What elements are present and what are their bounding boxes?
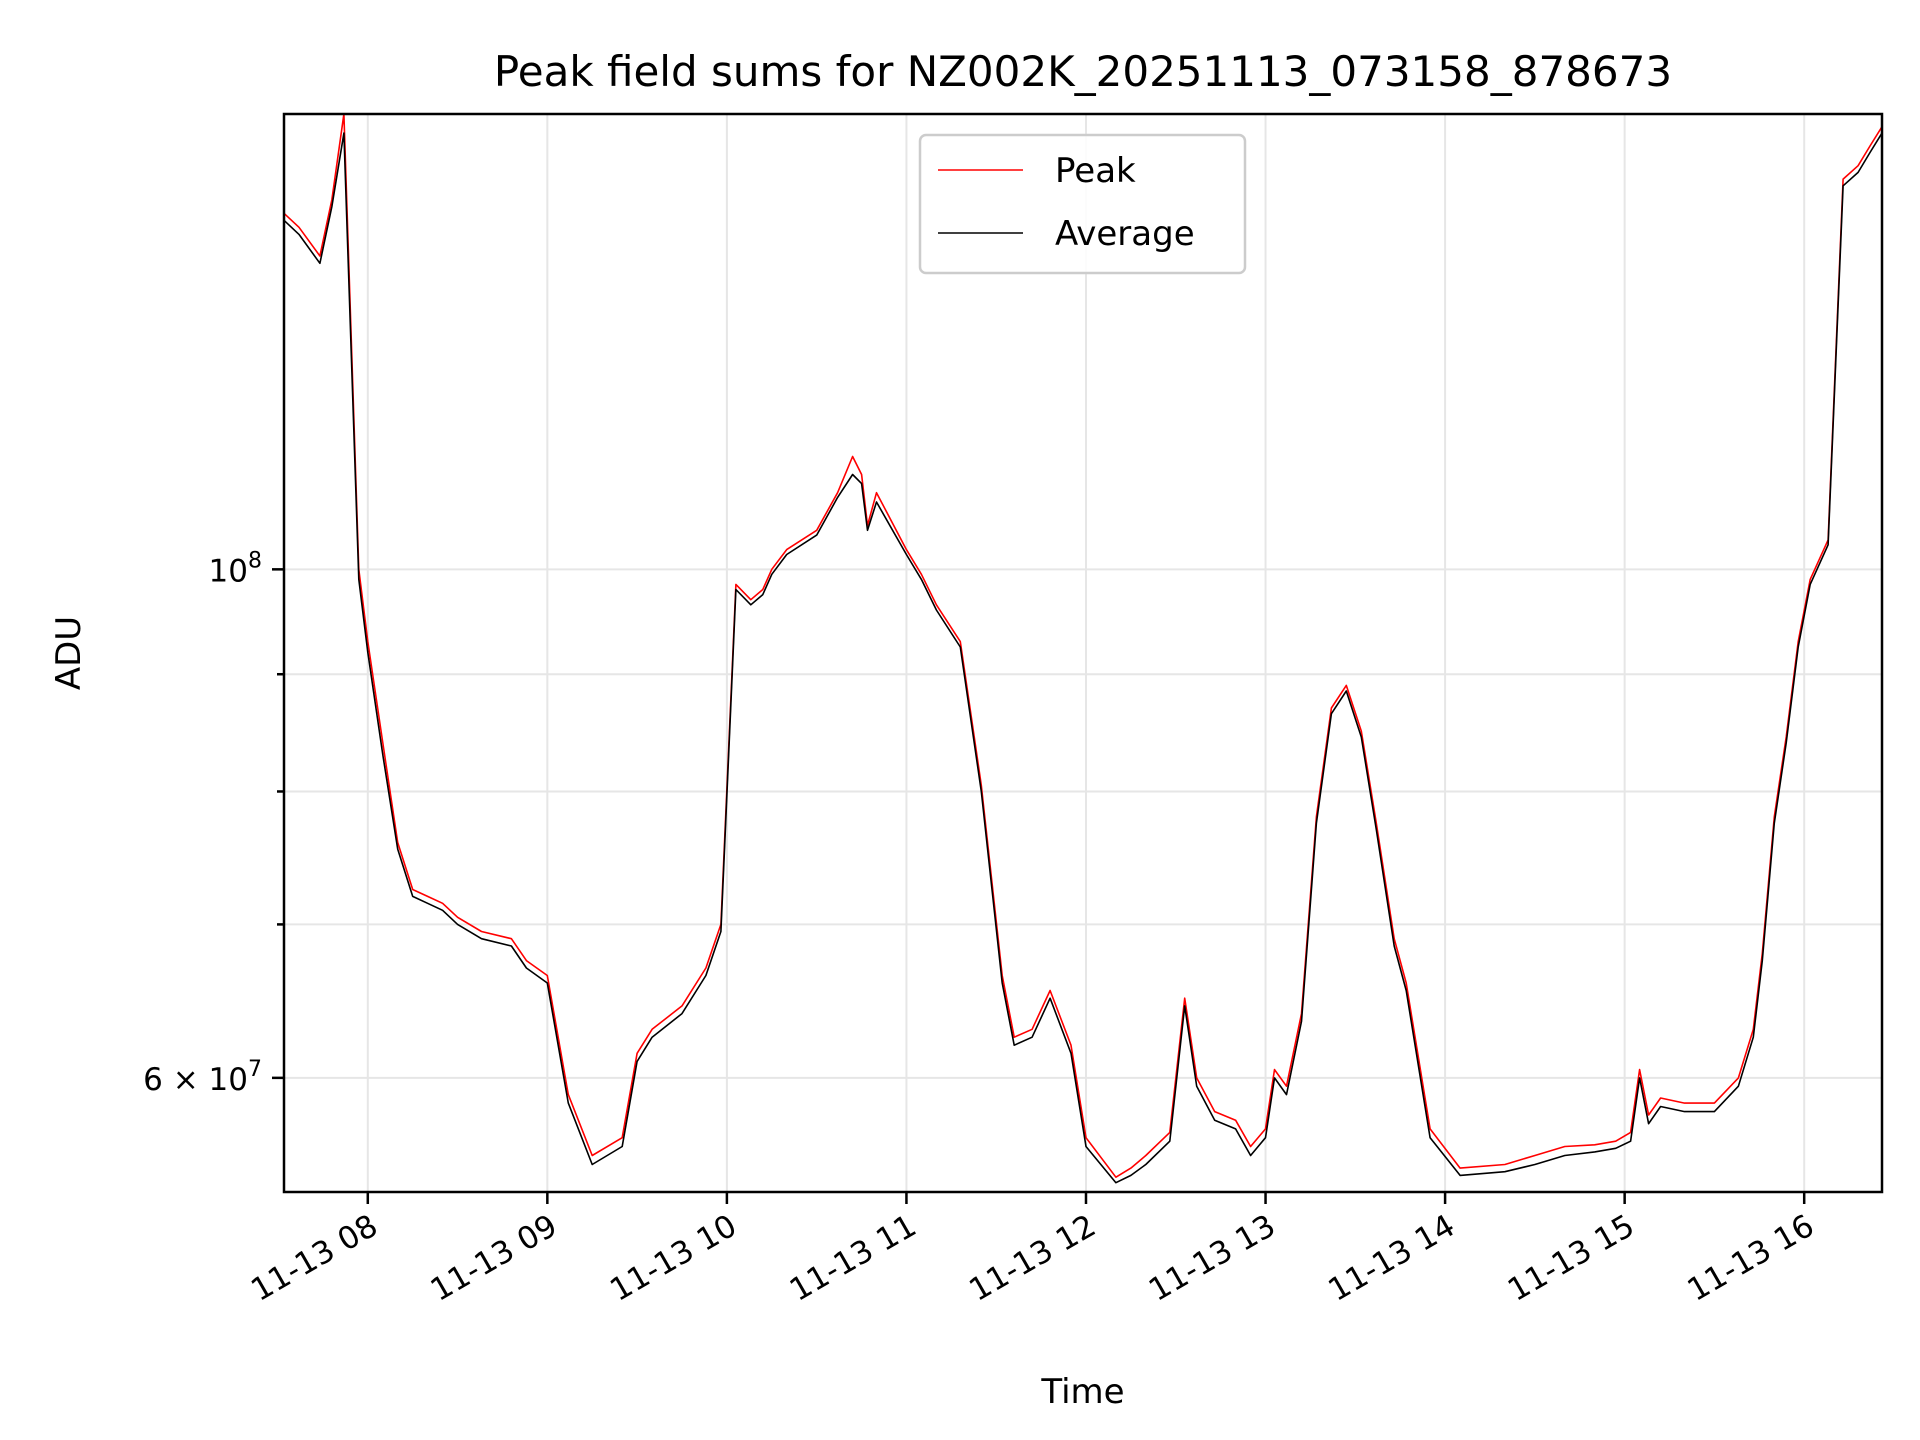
legend-label-average: Average <box>1055 214 1195 254</box>
x-axis-label: Time <box>1040 1372 1124 1412</box>
x-tick-label: 11-13 08 <box>245 1208 384 1309</box>
x-tick-label: 11-13 10 <box>604 1208 743 1309</box>
x-tick-label: 11-13 12 <box>963 1208 1102 1309</box>
plot-area-frame <box>282 112 1884 1194</box>
x-tick-label: 11-13 11 <box>784 1208 923 1309</box>
x-tick-label: 11-13 14 <box>1322 1208 1461 1309</box>
x-tick-label: 11-13 15 <box>1502 1208 1641 1309</box>
chart-legend: Peak Average <box>918 133 1247 275</box>
series-layer <box>284 114 1882 1184</box>
series-line-peak <box>284 114 1882 1178</box>
series-line-average <box>284 132 1882 1184</box>
chart-title: Peak field sums for NZ002K_20251113_0731… <box>494 47 1672 96</box>
x-tick-label: 11-13 09 <box>425 1208 564 1309</box>
grid-layer <box>284 114 1882 1192</box>
y-tick-label: 108 <box>209 548 262 589</box>
y-axis-label: ADU <box>49 616 89 690</box>
legend-label-peak: Peak <box>1055 151 1136 191</box>
tick-layer: 11-13 08 11-13 09 11-13 10 11-13 11 11-13 12… <box>143 548 1820 1308</box>
y-tick-label: 6 × 107 <box>143 1057 262 1098</box>
x-tick-label: 11-13 13 <box>1143 1208 1282 1309</box>
x-tick-label: 11-13 16 <box>1681 1208 1820 1309</box>
